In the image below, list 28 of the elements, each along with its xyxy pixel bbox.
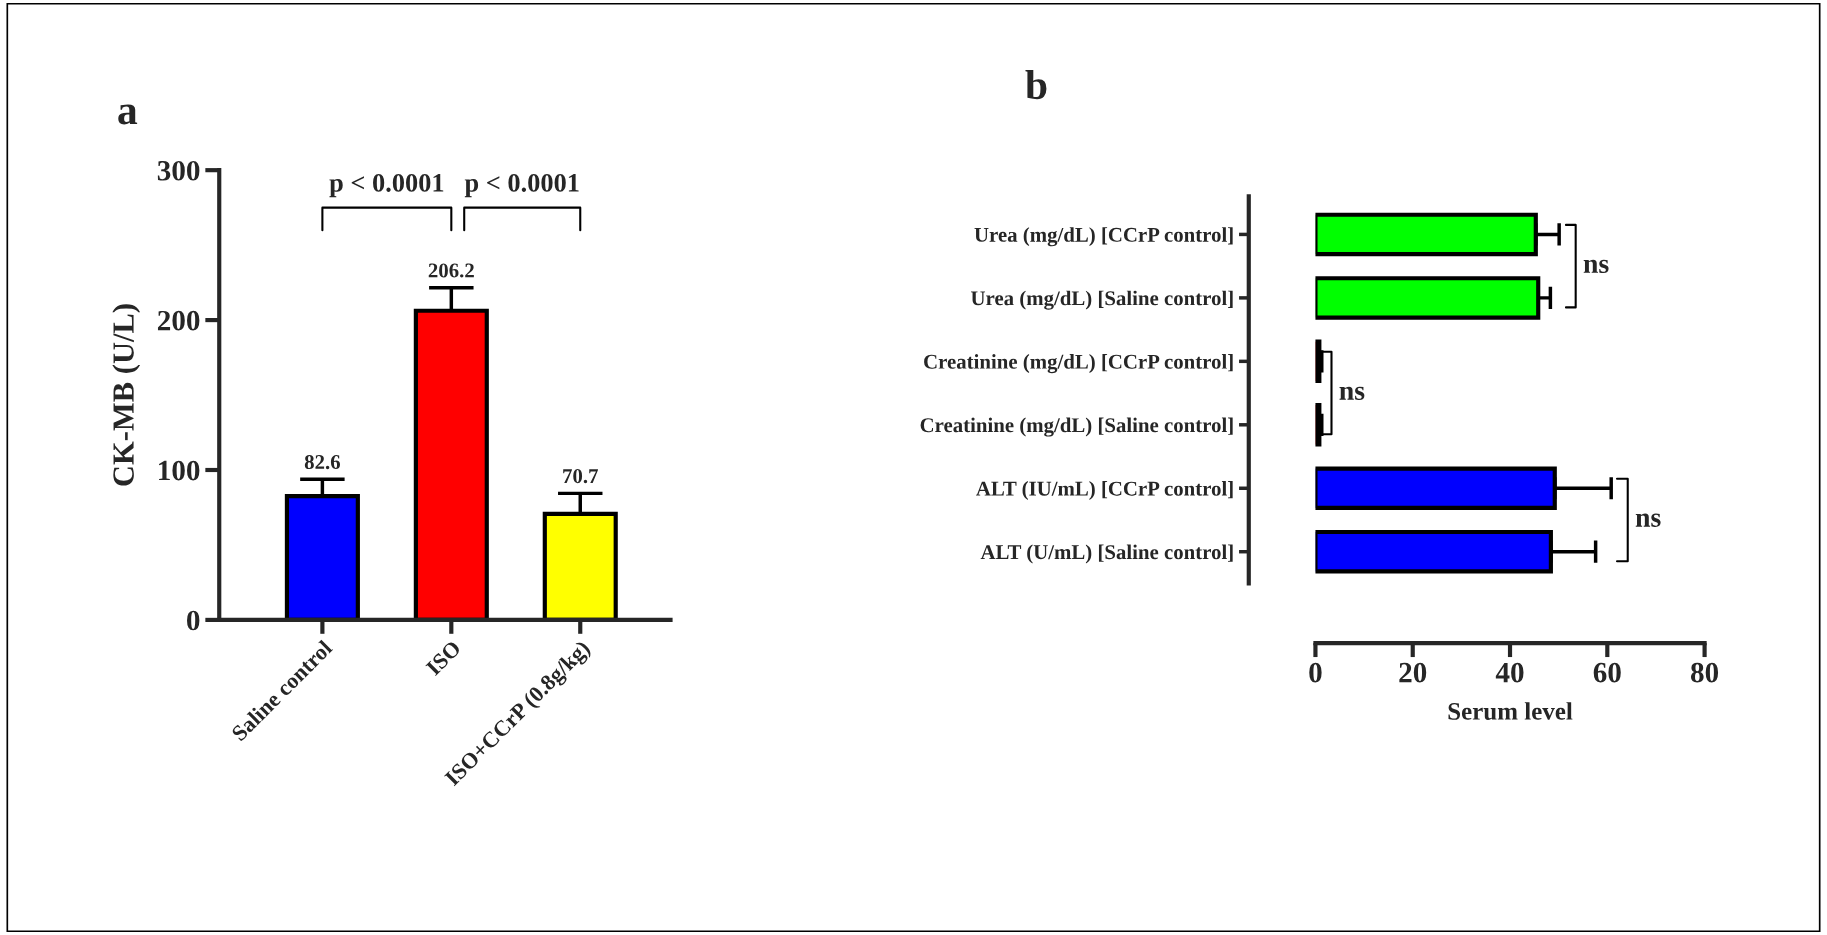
annotation: ns: [1583, 259, 1609, 274]
data-label: 70.7: [563, 469, 598, 484]
y-tick-label: Creatinine (mg/dL) [CCrP control]: [924, 354, 1233, 374]
y-tick-label: Urea (mg/dL) [Saline control]: [971, 290, 1233, 310]
x-tick-label: ISO: [425, 639, 462, 677]
x-tick-label: 40: [1495, 662, 1524, 683]
annotation: ns: [1635, 513, 1661, 527]
x-axis-title: Serum level: [1448, 702, 1573, 720]
x-tick-label: 80: [1690, 662, 1719, 683]
x-tick-label: 20: [1399, 662, 1427, 683]
x-tick-label: 60: [1593, 662, 1621, 683]
chart-title: b: [1025, 69, 1047, 100]
y-tick-label: 100: [159, 460, 200, 481]
y-tick-label: 200: [157, 310, 200, 331]
y-tick-label: ALT (IU/mL) [CCrP control]: [976, 481, 1233, 500]
y-tick-label: 0: [187, 610, 200, 631]
y-tick-label: Creatinine (mg/dL) [Saline control]: [920, 417, 1233, 437]
annotation: p < 0.0001: [329, 173, 444, 198]
chart-title: a: [118, 104, 138, 125]
annotation: ns: [1339, 386, 1365, 401]
x-tick-label: 0: [1309, 662, 1322, 683]
data-label: 206.2: [428, 263, 474, 278]
annotation: p < 0.0001: [464, 173, 579, 198]
y-tick-label: Urea (mg/dL) [CCrP control]: [974, 227, 1233, 247]
data-label: 82.6: [304, 455, 341, 470]
y-axis-title: CK-MB (U/L): [112, 304, 141, 486]
y-tick-label: 300: [157, 160, 200, 181]
y-tick-label: ALT (U/mL) [Saline control]: [980, 544, 1233, 564]
